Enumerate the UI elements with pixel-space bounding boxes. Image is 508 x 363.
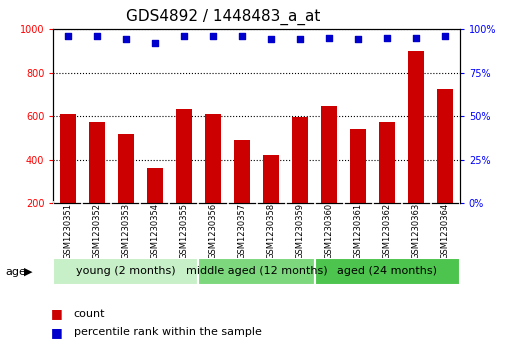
Text: aged (24 months): aged (24 months) (337, 266, 437, 276)
Text: ■: ■ (51, 326, 62, 339)
Text: GSM1230357: GSM1230357 (238, 203, 246, 259)
Point (412, 35, 420, 41)
Bar (176, 109, 192, 203)
Bar (379, 122, 395, 203)
Text: GSM1230352: GSM1230352 (92, 203, 102, 259)
Point (267, 37, 275, 42)
Bar (205, 114, 221, 203)
Bar (60, 114, 76, 203)
Text: GSM1230359: GSM1230359 (296, 203, 305, 259)
Bar (147, 168, 163, 203)
Text: middle aged (12 months): middle aged (12 months) (186, 266, 327, 276)
Bar (199, 258, 314, 285)
Text: GSM1230361: GSM1230361 (354, 203, 363, 259)
Bar (234, 140, 250, 203)
Text: ■: ■ (51, 307, 62, 321)
Text: ▶: ▶ (24, 266, 32, 277)
Bar (408, 51, 424, 203)
Text: GSM1230354: GSM1230354 (150, 203, 160, 259)
Text: count: count (74, 309, 105, 319)
Text: GSM1230358: GSM1230358 (267, 203, 275, 259)
Point (122, 37, 130, 42)
Point (93, 33, 101, 39)
Bar (321, 106, 337, 203)
Point (151, 40, 159, 46)
Bar (292, 117, 308, 203)
Text: GSM1230353: GSM1230353 (121, 203, 131, 259)
Bar (314, 258, 460, 285)
Point (383, 35, 391, 41)
Point (238, 33, 246, 39)
Text: young (2 months): young (2 months) (76, 266, 176, 276)
Text: GSM1230351: GSM1230351 (64, 203, 72, 259)
Bar (53, 258, 199, 285)
Bar (437, 89, 453, 203)
Point (64, 33, 72, 39)
Point (296, 37, 304, 42)
Point (325, 35, 333, 41)
Point (180, 33, 188, 39)
Bar (350, 129, 366, 203)
Text: percentile rank within the sample: percentile rank within the sample (74, 327, 262, 337)
Text: GSM1230364: GSM1230364 (441, 203, 450, 259)
Point (209, 33, 217, 39)
Text: GSM1230355: GSM1230355 (179, 203, 188, 259)
Text: GSM1230356: GSM1230356 (208, 203, 217, 259)
Bar (89, 122, 105, 203)
Text: GDS4892 / 1448483_a_at: GDS4892 / 1448483_a_at (126, 9, 321, 25)
Point (441, 33, 449, 39)
Text: GSM1230363: GSM1230363 (411, 203, 421, 260)
Text: GSM1230362: GSM1230362 (383, 203, 392, 259)
Text: GSM1230360: GSM1230360 (325, 203, 334, 259)
Bar (118, 134, 134, 203)
Text: age: age (5, 266, 26, 277)
Bar (263, 155, 279, 203)
Point (354, 37, 362, 42)
